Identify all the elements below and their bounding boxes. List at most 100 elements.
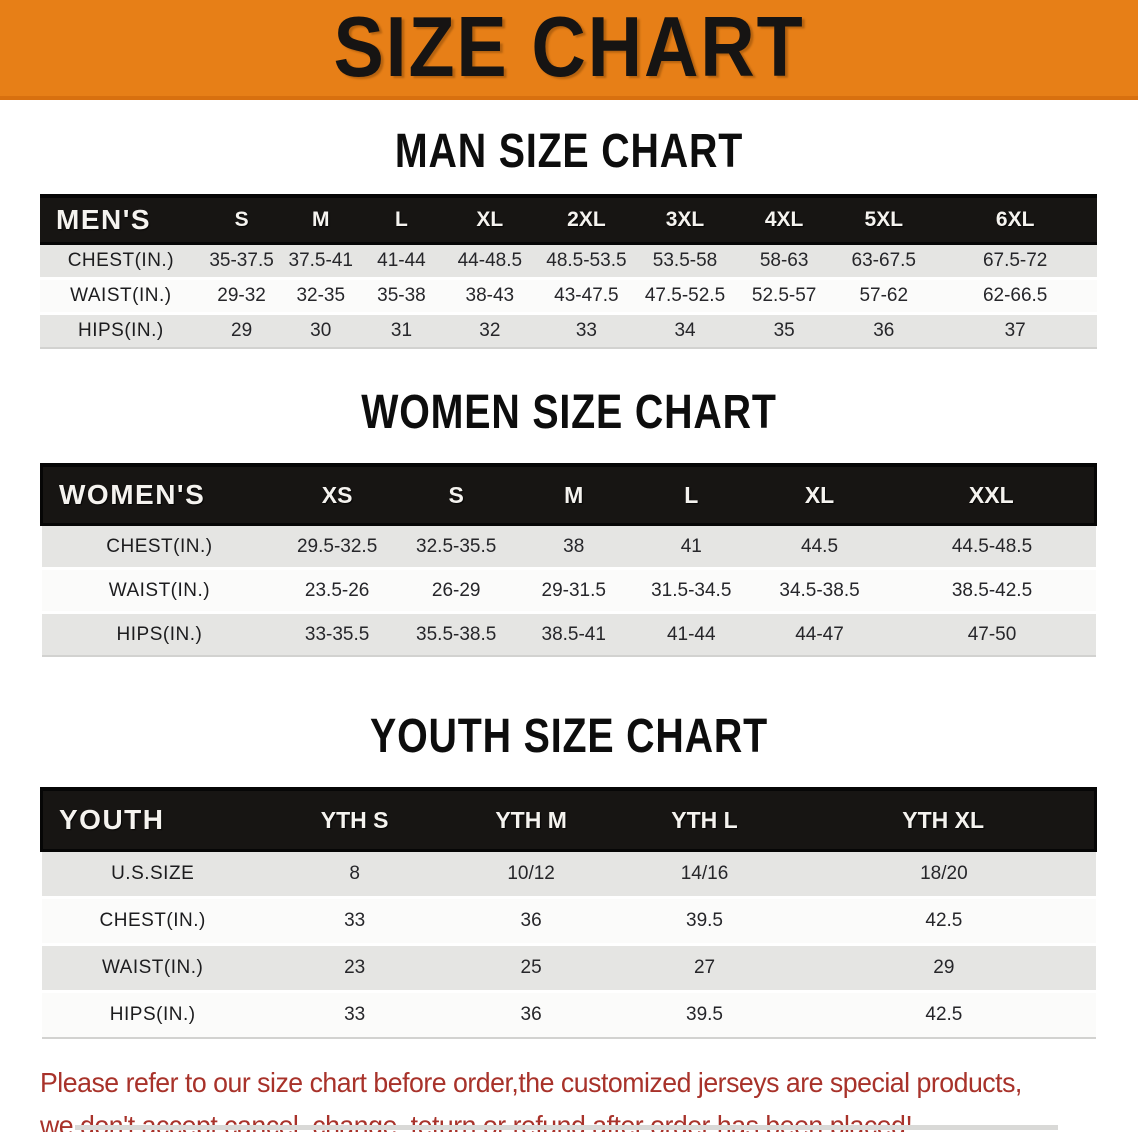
size-value-cell: 33 bbox=[263, 990, 446, 1039]
table-row: WAIST(IN.) 23 25 27 29 bbox=[41, 943, 1096, 992]
size-value-cell: 37 bbox=[933, 312, 1097, 349]
size-value-cell: 33 bbox=[536, 312, 636, 349]
table-row: U.S.SIZE 8 10/12 14/16 18/20 bbox=[41, 849, 1096, 898]
size-value-cell: 47.5-52.5 bbox=[635, 277, 735, 314]
size-value-cell: 35 bbox=[734, 312, 835, 349]
table-row: HIPS(IN.) 29 30 31 32 33 34 35 36 37 bbox=[40, 312, 1097, 349]
table-corner-label: WOMEN'S bbox=[40, 463, 278, 526]
size-value-cell: 39.5 bbox=[616, 896, 793, 945]
size-column-header: M bbox=[515, 463, 632, 526]
size-value-cell: 33-35.5 bbox=[277, 611, 397, 657]
measurement-row-label: WAIST(IN.) bbox=[41, 943, 264, 992]
measurement-row-label: WAIST(IN.) bbox=[40, 277, 202, 314]
table-row: WAIST(IN.) 23.5-26 26-29 29-31.5 31.5-34.5 34… bbox=[41, 567, 1096, 613]
size-value-cell: 57-62 bbox=[834, 277, 934, 314]
size-column-header: YTH XL bbox=[792, 787, 1098, 852]
size-value-cell: 14/16 bbox=[616, 849, 793, 898]
size-value-cell: 35.5-38.5 bbox=[396, 611, 516, 657]
size-value-cell: 36 bbox=[834, 312, 934, 349]
size-value-cell: 38 bbox=[515, 523, 632, 569]
women-size-table: WOMEN'S XS S M L XL XXL CHEST(IN.) 29.5-32.5 32.… bbox=[40, 463, 1097, 657]
size-value-cell: 67.5-72 bbox=[933, 242, 1097, 279]
table-row: CHEST(IN.) 29.5-32.5 32.5-35.5 38 41 44.5 44.5… bbox=[41, 523, 1096, 569]
size-value-cell: 42.5 bbox=[792, 896, 1096, 945]
youth-size-chart-title: YOUTH SIZE CHART bbox=[370, 710, 768, 763]
measurement-row-label: CHEST(IN.) bbox=[41, 896, 264, 945]
size-value-cell: 23.5-26 bbox=[277, 567, 397, 613]
measurement-row-label: U.S.SIZE bbox=[41, 849, 264, 898]
measurement-row-label: HIPS(IN.) bbox=[40, 312, 202, 349]
table-row: CHEST(IN.) 35-37.5 37.5-41 41-44 44-48.5 48.5… bbox=[40, 242, 1097, 279]
measurement-row-label: WAIST(IN.) bbox=[41, 567, 278, 613]
youth-size-table: YOUTH YTH S YTH M YTH L YTH XL U.S.SIZE 8 10/1… bbox=[39, 787, 1098, 1039]
size-value-cell: 53.5-58 bbox=[635, 242, 735, 279]
size-value-cell: 31 bbox=[360, 312, 443, 349]
size-chart-banner: SIZE CHART bbox=[0, 0, 1138, 100]
size-column-header: XXL bbox=[888, 463, 1097, 526]
size-value-cell: 47-50 bbox=[888, 611, 1096, 657]
size-value-cell: 39.5 bbox=[616, 990, 793, 1039]
size-value-cell: 29.5-32.5 bbox=[277, 523, 397, 569]
size-value-cell: 32 bbox=[442, 312, 537, 349]
table-row: HIPS(IN.) 33-35.5 35.5-38.5 38.5-41 41-44 44-… bbox=[41, 611, 1096, 657]
size-column-header: L bbox=[631, 463, 751, 526]
size-value-cell: 52.5-57 bbox=[734, 277, 835, 314]
size-value-cell: 34.5-38.5 bbox=[750, 567, 889, 613]
size-value-cell: 27 bbox=[616, 943, 793, 992]
table-header-row: YOUTH YTH S YTH M YTH L YTH XL bbox=[39, 787, 1098, 852]
table-header-row: MEN'S S M L XL 2XL 3XL 4XL 5XL 6XL bbox=[40, 194, 1097, 245]
size-value-cell: 29-31.5 bbox=[515, 567, 632, 613]
size-column-header: 2XL bbox=[536, 194, 636, 245]
size-value-cell: 30 bbox=[281, 312, 361, 349]
size-column-header: XL bbox=[750, 463, 889, 526]
size-value-cell: 32-35 bbox=[281, 277, 361, 314]
size-value-cell: 44.5 bbox=[750, 523, 889, 569]
size-value-cell: 48.5-53.5 bbox=[536, 242, 636, 279]
size-value-cell: 33 bbox=[263, 896, 446, 945]
size-value-cell: 29 bbox=[201, 312, 282, 349]
size-value-cell: 25 bbox=[445, 943, 617, 992]
size-value-cell: 44-48.5 bbox=[442, 242, 537, 279]
bottom-edge-strip bbox=[75, 1125, 1058, 1130]
size-value-cell: 29-32 bbox=[201, 277, 282, 314]
size-column-header: YTH L bbox=[616, 787, 793, 852]
size-value-cell: 44-47 bbox=[750, 611, 889, 657]
size-value-cell: 8 bbox=[263, 849, 446, 898]
size-value-cell: 38-43 bbox=[442, 277, 537, 314]
size-value-cell: 41-44 bbox=[631, 611, 751, 657]
size-value-cell: 34 bbox=[635, 312, 735, 349]
measurement-row-label: CHEST(IN.) bbox=[40, 242, 202, 279]
table-corner-label: YOUTH bbox=[39, 787, 264, 852]
size-column-header: M bbox=[281, 194, 361, 245]
size-value-cell: 10/12 bbox=[445, 849, 617, 898]
size-value-cell: 35-38 bbox=[360, 277, 443, 314]
size-value-cell: 31.5-34.5 bbox=[631, 567, 751, 613]
size-value-cell: 32.5-35.5 bbox=[396, 523, 516, 569]
size-value-cell: 43-47.5 bbox=[536, 277, 636, 314]
women-size-chart-title: WOMEN SIZE CHART bbox=[361, 386, 777, 439]
measurement-row-label: CHEST(IN.) bbox=[41, 523, 278, 569]
size-column-header: L bbox=[360, 194, 443, 245]
size-value-cell: 62-66.5 bbox=[933, 277, 1097, 314]
man-size-table-container: MEN'S S M L XL 2XL 3XL 4XL 5XL 6XL CHEST(IN.) 35-3… bbox=[0, 194, 1138, 349]
table-row: HIPS(IN.) 33 36 39.5 42.5 bbox=[41, 990, 1096, 1039]
women-size-table-container: WOMEN'S XS S M L XL XXL CHEST(IN.) 29.5-32.5 32.… bbox=[0, 463, 1138, 657]
size-column-header: 6XL bbox=[933, 194, 1097, 245]
size-column-header: S bbox=[396, 463, 516, 526]
size-value-cell: 44.5-48.5 bbox=[888, 523, 1096, 569]
size-value-cell: 38.5-41 bbox=[515, 611, 632, 657]
size-value-cell: 35-37.5 bbox=[201, 242, 282, 279]
size-value-cell: 26-29 bbox=[396, 567, 516, 613]
size-column-header: XL bbox=[442, 194, 537, 245]
measurement-row-label: HIPS(IN.) bbox=[41, 611, 278, 657]
size-column-header: 3XL bbox=[635, 194, 735, 245]
size-column-header: XS bbox=[277, 463, 397, 526]
size-value-cell: 29 bbox=[792, 943, 1096, 992]
disclaimer-line-1: Please refer to our size chart before or… bbox=[40, 1067, 1022, 1098]
table-row: WAIST(IN.) 29-32 32-35 35-38 38-43 43-47.5 47.… bbox=[40, 277, 1097, 314]
size-value-cell: 41-44 bbox=[360, 242, 443, 279]
table-corner-label: MEN'S bbox=[40, 194, 202, 245]
size-value-cell: 63-67.5 bbox=[834, 242, 934, 279]
size-column-header: YTH S bbox=[263, 787, 446, 852]
